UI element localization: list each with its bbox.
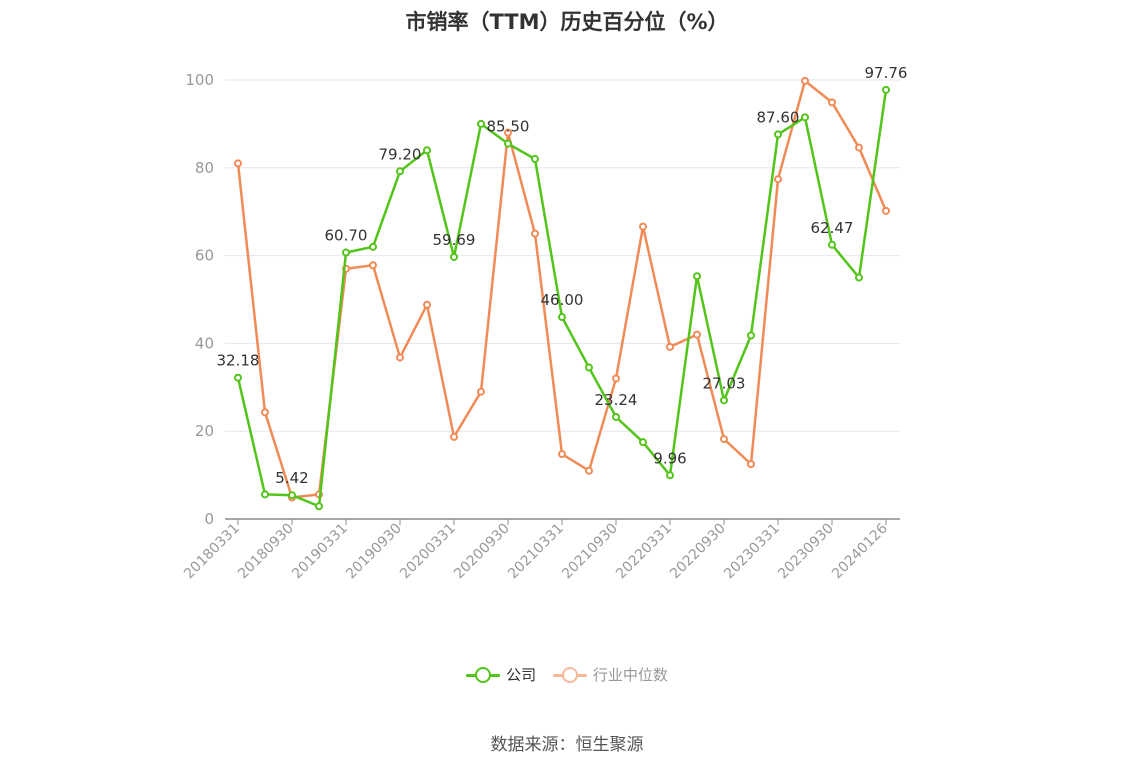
data-label: 62.47: [811, 219, 854, 237]
x-tick-label: 20190331: [289, 521, 351, 583]
legend-item-company[interactable]: 公司: [466, 664, 536, 685]
axis-layer: 0 20 40 60 80 100 2018033120180930201903312019…: [181, 71, 900, 582]
legend-industry-label: 行业中位数: [592, 666, 668, 684]
data-label: 46.00: [541, 291, 584, 309]
data-point-company: [504, 139, 512, 148]
x-tick-label: 20180930: [235, 521, 297, 583]
data-point-company: [531, 155, 539, 164]
data-point-industry: [882, 206, 890, 215]
data-point-company: [801, 113, 809, 122]
data-point-industry: [504, 128, 512, 137]
data-point-company: [558, 313, 566, 322]
x-tick-label: 20220930: [667, 521, 729, 583]
data-point-company: [369, 242, 377, 251]
data-label: 60.70: [325, 227, 368, 245]
data-point-industry: [801, 76, 809, 85]
grid-layer: [225, 79, 900, 432]
x-tick-label: 20180331: [181, 521, 243, 583]
data-label: 85.50: [487, 118, 530, 136]
x-tick-label: 20230331: [721, 521, 783, 583]
legend: 公司 行业中位数: [0, 664, 1134, 687]
data-point-industry: [639, 222, 647, 231]
data-point-company: [288, 491, 296, 500]
data-point-company: [585, 363, 593, 372]
data-label: 23.24: [595, 391, 638, 409]
data-point-company: [855, 273, 863, 282]
data-point-industry: [585, 466, 593, 475]
data-point-company: [747, 331, 755, 340]
data-point-company: [720, 396, 728, 405]
data-label-layer: 32.18 5.42 60.70 79.20 59.69 85.50 46.00 23.24 9…: [217, 64, 908, 487]
data-point-company: [234, 373, 242, 382]
data-label: 9.96: [653, 449, 686, 467]
data-point-industry: [666, 342, 674, 351]
data-point-industry: [720, 435, 728, 444]
data-label: 5.42: [275, 469, 308, 487]
y-tick-label: 0: [204, 510, 214, 528]
data-point-company: [396, 167, 404, 176]
data-point-industry: [369, 261, 377, 270]
data-point-company: [612, 412, 620, 421]
legend-company-label: 公司: [506, 666, 537, 684]
legend-company-swatch: [466, 666, 501, 683]
x-tick-label: 20230930: [775, 521, 837, 583]
data-point-company: [450, 252, 458, 261]
chart-title: 市销率（TTM）历史百分位（%）: [405, 10, 729, 34]
data-point-industry: [450, 432, 458, 441]
data-point-industry: [693, 330, 701, 339]
data-point-industry: [747, 460, 755, 469]
x-tick-label: 20210331: [505, 521, 567, 583]
data-point-company: [882, 85, 890, 94]
data-point-industry: [396, 353, 404, 362]
data-point-company: [774, 130, 782, 139]
y-tick-label: 80: [195, 159, 214, 177]
y-tick-label: 100: [185, 71, 214, 89]
x-tick-label: 20220331: [613, 521, 675, 583]
y-tick-label: 20: [195, 422, 214, 440]
source-note: 数据来源：恒生聚源: [490, 735, 644, 755]
data-point-industry: [531, 229, 539, 238]
data-label: 97.76: [865, 64, 908, 82]
data-point-company: [477, 119, 485, 128]
data-point-industry: [612, 374, 620, 383]
x-tick-label: 20240126: [829, 520, 891, 582]
x-tick-label: 20190930: [343, 521, 405, 583]
x-tick-label: 20210930: [559, 521, 621, 583]
legend-industry-swatch: [552, 666, 587, 683]
data-label: 59.69: [433, 231, 476, 249]
data-label: 79.20: [379, 145, 422, 163]
x-tick-label: 20200331: [397, 521, 459, 583]
legend-item-industry[interactable]: 行业中位数: [552, 664, 668, 685]
data-label: 27.03: [703, 374, 746, 392]
data-point-industry: [261, 408, 269, 417]
y-tick-label: 40: [195, 334, 214, 352]
data-point-industry: [558, 450, 566, 459]
x-tick-label: 20200930: [451, 521, 513, 583]
data-point-industry: [828, 98, 836, 107]
data-point-company: [315, 502, 323, 511]
data-point-industry: [855, 143, 863, 152]
series-layer: [234, 76, 890, 511]
data-point-company: [423, 146, 431, 155]
data-label: 32.18: [217, 352, 260, 370]
data-point-company: [639, 438, 647, 447]
data-point-industry: [234, 159, 242, 168]
data-point-company: [693, 272, 701, 281]
data-point-company: [261, 490, 269, 499]
data-point-company: [828, 240, 836, 249]
y-tick-label: 60: [195, 247, 214, 265]
data-point-industry: [477, 387, 485, 396]
data-point-company: [666, 471, 674, 480]
data-point-industry: [423, 300, 431, 309]
data-point-company: [342, 248, 350, 257]
data-label: 87.60: [757, 108, 800, 126]
series-line-industry: [236, 79, 888, 499]
data-point-industry: [774, 175, 782, 184]
